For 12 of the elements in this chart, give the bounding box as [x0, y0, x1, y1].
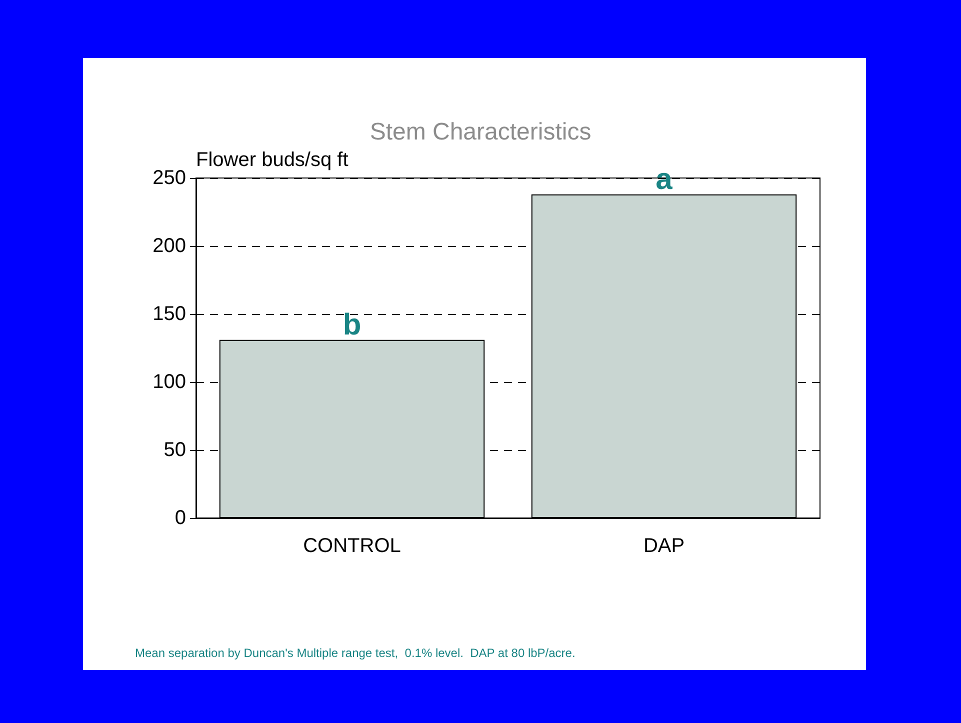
y-axis-title: Flower buds/sq ft [196, 149, 349, 171]
annotation: b [342, 308, 362, 342]
x-tick-label: CONTROL [303, 535, 401, 557]
x-tick-label: DAP [643, 535, 685, 557]
text: Mean separation by Duncan's Multiple range test, 0.1% level. DAP at 80 lbP/acre. [135, 646, 576, 660]
y-tick-label: 150 [152, 303, 186, 325]
y-tick-label: 100 [152, 371, 186, 393]
y-tick-label: 0 [174, 507, 186, 529]
y-tick-label: 200 [152, 235, 186, 257]
y-tick-label: 250 [152, 167, 186, 189]
y-tick-label: 50 [164, 439, 186, 461]
chart-title: Stem Characteristics [370, 118, 592, 146]
